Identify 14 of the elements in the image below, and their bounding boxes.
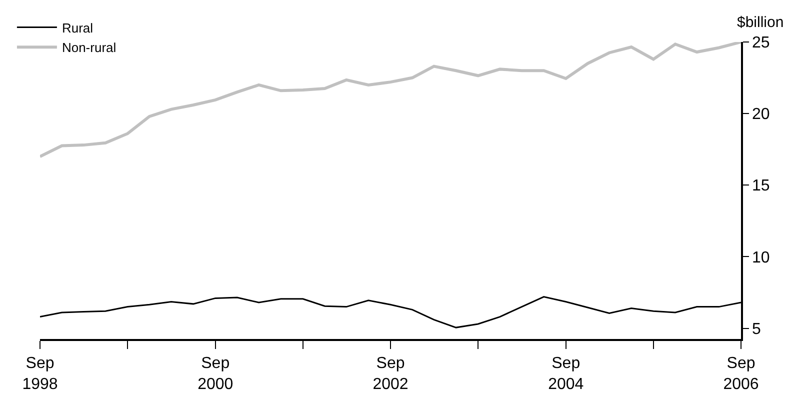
- y-axis-title: $billion: [737, 14, 784, 31]
- x-tick-label: Sep 2006: [723, 354, 759, 393]
- y-tick-label: 20: [752, 106, 770, 124]
- y-tick-label: 15: [752, 178, 770, 195]
- legend-label: Rural: [62, 20, 94, 36]
- y-tick-label: 5: [752, 320, 761, 338]
- line-series: [40, 42, 741, 158]
- x-tick-label: Sep 2002: [372, 354, 408, 393]
- x-tick-label: Sep 1998: [22, 354, 58, 393]
- x-tick-label: Sep 2004: [548, 354, 584, 393]
- x-tick-label: Sep 2000: [198, 354, 234, 393]
- y-tick-label: 25: [752, 34, 770, 52]
- legend-label: Non-rural: [62, 40, 116, 56]
- y-tick-label: 10: [752, 249, 770, 266]
